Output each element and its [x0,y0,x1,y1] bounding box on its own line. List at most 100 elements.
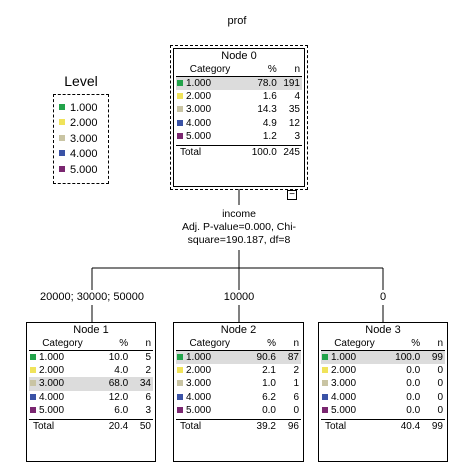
percent-cell: 10.0 [108,352,129,363]
category-swatch [177,106,183,113]
category-cell: 5.000 [321,404,388,417]
category-swatch [322,354,328,360]
n-cell: 87 [287,352,299,363]
n-cell: 2 [145,365,151,377]
node-3[interactable]: Node 3 Category% n 1.000 100.0 99 2.000 0.0 0 3.0… [318,322,448,462]
category-swatch [30,354,36,360]
percent-cell: 0.0 [262,404,276,416]
category-label: 4.000 [186,391,212,403]
category-cell: 5.000 [29,404,96,417]
category-cell: 3.000 [176,377,244,390]
category-row: 4.000 6.2 6 [176,391,301,404]
n-cell: 0 [437,378,443,390]
percent-cell: 6.0 [114,404,129,416]
category-label: 5.000 [331,404,357,416]
target-variable-label: prof [227,15,247,27]
total-row: Total 40.4 99 [321,418,445,434]
category-label: 5.000 [186,404,212,416]
total-percent: 100.0 [251,146,277,158]
percent-cell: 14.3 [257,104,277,116]
category-row: 5.000 6.0 3 [29,404,153,417]
category-row: 1.000 90.6 87 [176,351,301,365]
category-cell: 4.000 [176,391,244,404]
category-cell: 5.000 [176,130,244,143]
category-label: 3.000 [186,378,212,390]
node-header-row: Category% n [321,337,445,351]
total-percent: 39.2 [256,420,276,432]
n-cell: 6 [293,391,299,403]
node-header-row: Category% n [176,63,302,77]
percent-cell: 1.6 [262,91,277,103]
category-row: 1.000 10.0 5 [29,351,153,364]
category-swatch [177,93,183,100]
category-swatch [177,367,183,374]
category-label: 2.000 [186,91,212,103]
percent-cell: 68.0 [108,378,129,390]
category-row: 2.000 2.1 2 [176,364,301,377]
legend-item: 1.000 [59,101,106,116]
split-chisquare: square=190.187, df=8 [187,234,291,246]
category-cell: 1.000 [176,351,244,364]
node-2[interactable]: Node 2 Category% n 1.000 90.6 87 2.000 2.1 2 3.00… [173,322,304,462]
category-cell: 1.000 [176,77,244,90]
total-row: Total 39.2 96 [176,418,301,434]
category-swatch [322,406,328,413]
collapse-node-0-button[interactable]: − [287,190,297,200]
column-header-percent: % [119,338,129,349]
node-0[interactable]: Node 0 Category% n 1.000 78.0 191 2.000 1.6 4 3.0… [173,48,305,187]
category-label: 2.000 [39,365,65,377]
category-row: 1.000 100.0 99 [321,351,445,365]
percent-cell: 1.2 [262,130,277,142]
category-row: 4.000 12.0 6 [29,391,153,404]
category-label: 1.000 [186,352,212,363]
category-row: 3.000 14.3 35 [176,103,302,116]
node-header-row: Category% n [29,337,153,351]
legend-item: 4.000 [59,147,106,162]
legend: 1.000 2.000 3.000 4.000 5.000 [53,94,109,184]
split-variable: income [222,208,256,220]
percent-cell: 0.0 [406,404,421,416]
percent-cell: 4.9 [262,117,277,129]
total-label: Total [180,420,202,432]
column-header-n: n [293,338,299,349]
category-swatch [30,380,36,387]
category-label: 1.000 [186,78,212,89]
total-label: Total [180,146,202,158]
node-0-selection[interactable]: Node 0 Category% n 1.000 78.0 191 2.000 1.6 4 3.0… [170,45,308,190]
category-cell: 3.000 [321,377,388,390]
category-row: 3.000 0.0 0 [321,377,445,390]
category-label: 3.000 [39,378,65,390]
legend-swatch [59,119,65,126]
percent-cell: 90.6 [256,352,276,363]
category-cell: 3.000 [176,103,244,116]
category-label: 2.000 [186,365,212,377]
category-row: 2.000 1.6 4 [176,90,302,103]
category-label: 5.000 [186,130,212,142]
legend-title: Level [64,73,98,89]
category-label: 1.000 [39,352,65,363]
category-row: 5.000 1.2 3 [176,130,302,143]
category-swatch [177,132,183,139]
n-cell: 6 [145,391,151,403]
category-cell: 1.000 [29,351,96,364]
n-cell: 3 [145,404,151,416]
percent-cell: 1.0 [262,378,276,390]
percent-cell: 12.0 [108,391,129,403]
total-percent: 20.4 [108,420,129,432]
branch-label-node-1: 20000; 30000; 50000 [40,291,144,303]
total-row: Total 20.4 50 [29,418,153,434]
percent-cell: 0.0 [406,365,421,377]
category-cell: 4.000 [321,391,388,404]
n-cell: 0 [437,391,443,403]
category-cell: 2.000 [176,90,244,103]
category-swatch [30,406,36,413]
n-cell: 0 [293,404,299,416]
node-title: Node 3 [365,324,401,336]
node-title: Node 1 [73,324,109,336]
total-n: 96 [287,420,299,432]
category-swatch [177,80,183,86]
category-row: 5.000 0.0 0 [321,404,445,417]
node-1[interactable]: Node 1 Category% n 1.000 10.0 5 2.000 4.0 2 3.000… [26,322,156,462]
legend-swatch [59,150,65,157]
